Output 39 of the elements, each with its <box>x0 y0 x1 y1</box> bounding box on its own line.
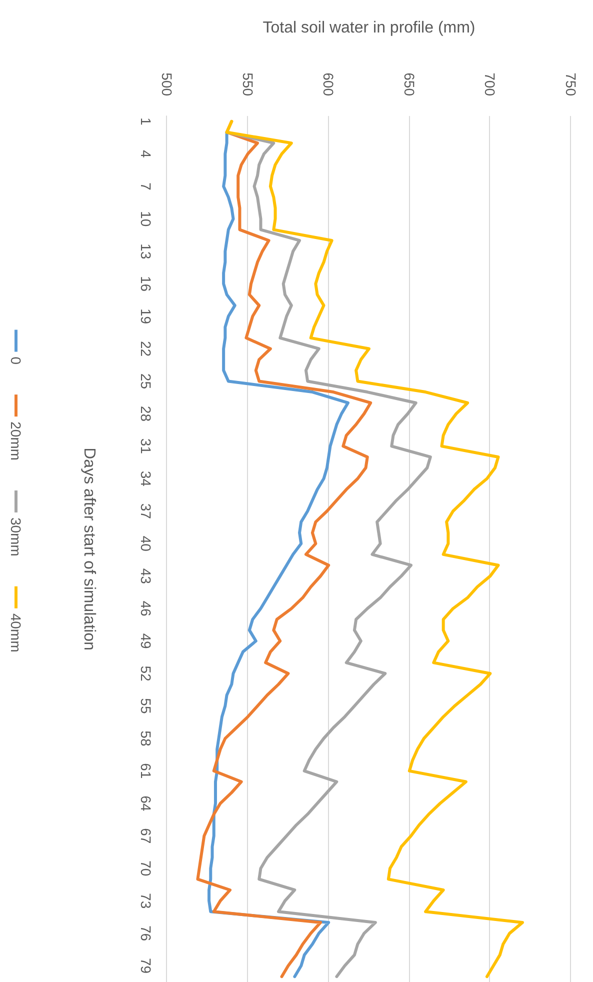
y-axis-title: Days after start of simulation <box>80 448 98 650</box>
y-tick-label: 40 <box>138 536 154 552</box>
y-tick-label: 76 <box>138 926 154 942</box>
x-axis-title: Total soil water in profile (mm) <box>262 20 476 36</box>
legend-label: 30mm <box>8 517 24 556</box>
y-tick-label: 61 <box>138 763 154 779</box>
x-tick-label: 500 <box>159 72 175 96</box>
y-tick-label: 58 <box>138 730 154 746</box>
legend-label: 0 <box>8 356 24 365</box>
y-tick-label: 46 <box>138 600 154 617</box>
y-tick-label: 25 <box>138 373 154 390</box>
x-tick-label: 650 <box>401 72 418 96</box>
y-tick-label: 31 <box>138 438 154 454</box>
y-tick-label: 1 <box>138 118 154 126</box>
x-tick-label: 550 <box>240 72 256 96</box>
y-tick-label: 10 <box>138 211 154 227</box>
y-tick-label: 22 <box>138 340 154 357</box>
y-tick-label: 55 <box>138 698 154 714</box>
y-tick-label: 52 <box>138 666 154 682</box>
y-tick-label: 79 <box>138 958 154 974</box>
y-tick-label: 13 <box>138 244 154 260</box>
legend-label: 40mm <box>8 613 24 652</box>
y-tick-label: 19 <box>138 308 154 324</box>
y-tick-label: 64 <box>138 796 154 812</box>
y-tick-label: 49 <box>138 633 154 650</box>
y-tick-label: 73 <box>138 893 154 909</box>
legend-label: 20mm <box>8 422 24 460</box>
y-tick-label: 67 <box>138 828 154 844</box>
y-tick-label: 43 <box>138 568 154 584</box>
y-tick-label: 4 <box>138 150 154 158</box>
y-tick-label: 70 <box>138 860 154 876</box>
y-tick-label: 7 <box>138 182 154 190</box>
y-tick-label: 37 <box>138 503 154 520</box>
y-tick-label: 16 <box>138 276 154 292</box>
x-tick-label: 700 <box>482 72 498 96</box>
y-tick-label: 34 <box>138 470 154 487</box>
y-tick-label: 28 <box>138 406 154 422</box>
x-tick-label: 750 <box>563 72 579 96</box>
x-tick-label: 600 <box>320 72 337 96</box>
